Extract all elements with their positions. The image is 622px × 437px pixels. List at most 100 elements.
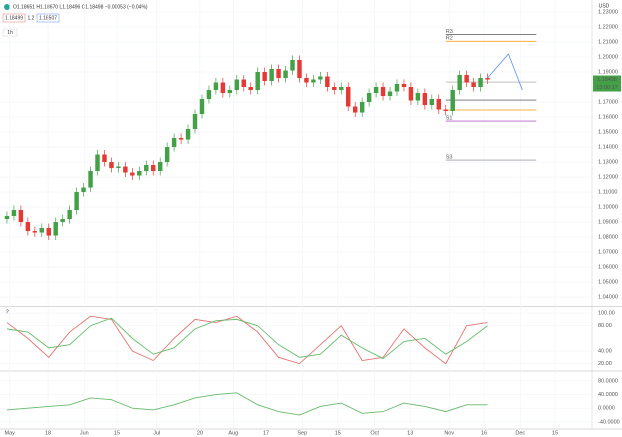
bid-box[interactable] [2, 13, 26, 23]
candle-body [206, 90, 212, 100]
x-tick-label: Jul [153, 430, 160, 436]
y-tick-label: 1.17000 [598, 99, 618, 105]
projection-line [487, 53, 523, 91]
candle-body [46, 228, 51, 236]
x-tick-label: Sep [297, 430, 307, 436]
candle-body [352, 106, 358, 113]
candle-body [464, 75, 469, 83]
pivot-label: S3 [446, 155, 453, 161]
candle-body [150, 165, 156, 172]
candle-body [157, 162, 163, 172]
x-tick-label: Jun [80, 430, 89, 436]
candle-body [234, 79, 240, 91]
candle-body [422, 93, 428, 106]
y-tick-label: 1.21000 [598, 39, 618, 45]
candle-body [192, 114, 198, 130]
candle-body [144, 165, 149, 172]
candle-body [478, 78, 483, 88]
indicator-line [6, 317, 488, 360]
candle-body [255, 72, 260, 91]
candle-body [164, 147, 170, 163]
candle-body [32, 231, 38, 233]
y-tick-label: 1.11000 [598, 189, 617, 195]
candle-body [116, 166, 121, 169]
candle-body [408, 87, 414, 101]
y-tick-label: 40.00 [598, 348, 612, 354]
y-tick-label: 1.10000 [598, 204, 618, 210]
candle-body [39, 228, 45, 233]
candle-body [178, 138, 184, 140]
pivot-label: R3 [446, 29, 453, 35]
candle-body [102, 154, 107, 163]
candle-body [415, 93, 421, 101]
y-tick-label: 1.07000 [598, 249, 618, 255]
candle-body [11, 210, 17, 217]
y-tick-label: 40.0000 [598, 392, 618, 398]
candle-body [401, 84, 407, 88]
candle-body [366, 93, 372, 103]
spread: 1.2 [28, 15, 35, 21]
candle-body [283, 70, 288, 79]
candle-body [471, 82, 476, 88]
last-price-tag [593, 75, 621, 84]
bid: 1.18499 [5, 15, 23, 21]
y-tick-label: 0.0000 [598, 406, 615, 412]
y-tick-label: 1.15000 [598, 129, 618, 135]
x-tick-label: Nov [444, 430, 454, 436]
y-tick-label: 1.19000 [598, 69, 618, 75]
candle-body [220, 82, 226, 94]
y-tick-label: 1.06000 [598, 264, 618, 270]
y-tick-label: 1.04000 [598, 295, 618, 301]
interval: 1h [7, 30, 13, 36]
candle-body [443, 109, 448, 112]
y-tick-label: 80.00 [598, 323, 612, 329]
indicator-line [6, 392, 488, 416]
countdown-tag [593, 83, 621, 92]
candle-body [450, 90, 455, 112]
candle-body [137, 171, 142, 176]
y-tick-label: 1.08000 [598, 234, 618, 240]
y-tick-label: 1.09000 [598, 219, 618, 225]
x-tick-label: 17 [263, 430, 269, 436]
x-tick-label: Aug [228, 430, 238, 436]
x-tick-label: Oct [370, 430, 379, 436]
pane-label: 2 [6, 309, 9, 315]
candle-body [88, 171, 93, 188]
candle-body [429, 99, 435, 106]
y-tick-label: -40.0000 [598, 419, 620, 425]
indicator-line [6, 315, 488, 365]
x-tick-label: 15 [114, 430, 120, 436]
candle-body [67, 210, 72, 220]
candle-body [318, 76, 323, 80]
candle-body [436, 99, 442, 110]
candle-body [311, 79, 316, 83]
candle-body [394, 84, 400, 92]
candle-body [18, 210, 24, 223]
candle-body [95, 154, 100, 172]
last-price: 1.18498 [597, 77, 617, 83]
x-tick-label: Dec [515, 430, 525, 436]
candle-body [304, 78, 309, 83]
candle-body [109, 162, 114, 169]
candle-body [387, 91, 393, 97]
y-tick-label: 1.13000 [598, 159, 618, 165]
pivot-label: S1 [446, 116, 453, 122]
x-tick-label: 18 [45, 430, 51, 436]
candle-body [339, 87, 344, 91]
x-tick-label: May [5, 430, 16, 436]
candle-body [123, 166, 128, 173]
currency: USD [599, 3, 610, 9]
candle-body [346, 87, 351, 107]
candle-body [227, 90, 233, 94]
y-tick-label: 1.05000 [598, 279, 618, 285]
candle-body [199, 99, 205, 115]
candle-body [4, 216, 10, 220]
candle-body [269, 69, 274, 82]
y-tick-label: 1.14000 [598, 144, 618, 150]
y-tick-label: 1.22000 [598, 24, 618, 30]
x-tick-label: 13 [407, 430, 413, 436]
status-dot [4, 4, 10, 10]
candle-body [248, 87, 253, 91]
